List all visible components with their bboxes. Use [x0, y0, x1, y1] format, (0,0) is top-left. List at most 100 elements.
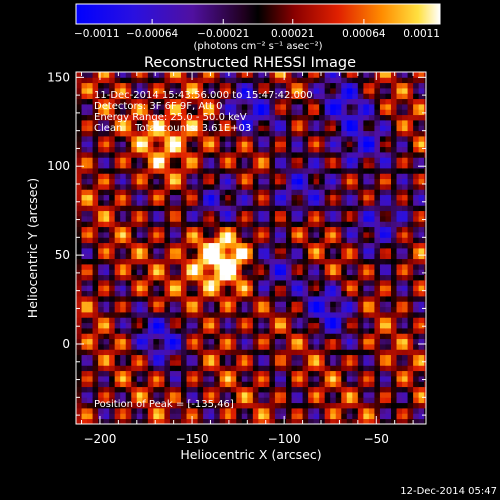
heatmap-cell — [413, 317, 420, 324]
heatmap-cell — [142, 370, 149, 377]
heatmap-cell — [335, 344, 342, 350]
heatmap-cell — [247, 136, 254, 142]
heatmap-cell — [291, 125, 298, 132]
heatmap-cell — [319, 312, 326, 318]
heatmap-cell — [363, 418, 370, 424]
heatmap-cell — [368, 82, 375, 89]
heatmap-cell — [241, 205, 248, 212]
heatmap-cell — [418, 72, 425, 78]
heatmap-cell — [208, 392, 215, 398]
heatmap-cell — [87, 82, 93, 89]
heatmap-cell — [258, 72, 265, 78]
heatmap-cell — [147, 402, 154, 409]
heatmap-cell — [192, 194, 198, 201]
heatmap-cell — [175, 221, 182, 228]
heatmap-cell — [92, 317, 99, 324]
heatmap-cell — [374, 370, 381, 377]
heatmap-cell — [192, 290, 198, 297]
heatmap-cell — [263, 360, 270, 366]
heatmap-cell — [87, 354, 93, 361]
heatmap-cell — [214, 232, 221, 238]
heatmap-cell — [214, 386, 221, 393]
heatmap-cell — [92, 328, 99, 334]
heatmap-cell — [402, 221, 408, 228]
heatmap-cell — [330, 280, 337, 286]
heatmap-cell — [396, 157, 403, 164]
heatmap-cell — [197, 370, 204, 377]
heatmap-cell — [103, 98, 110, 105]
heatmap-cell — [153, 322, 160, 329]
heatmap-cell — [219, 216, 226, 222]
heatmap-cell — [418, 264, 425, 270]
heatmap-cell — [147, 178, 154, 185]
heatmap-cell — [241, 200, 248, 206]
heatmap-cell — [109, 322, 116, 329]
heatmap-cell — [114, 274, 121, 281]
heatmap-cell — [125, 360, 132, 366]
heatmap-cell — [203, 317, 210, 324]
heatmap-cell — [258, 365, 265, 372]
heatmap-cell — [346, 88, 353, 94]
heatmap-cell — [291, 344, 298, 350]
heatmap-cell — [319, 104, 326, 110]
heatmap-cell — [114, 88, 121, 94]
heatmap-cell — [76, 301, 82, 308]
heatmap-cell — [319, 88, 326, 94]
heatmap-cell — [247, 242, 254, 249]
heatmap-cell — [81, 285, 88, 292]
heatmap-cell — [269, 402, 276, 409]
heatmap-cell — [103, 226, 110, 233]
heatmap-cell — [335, 114, 342, 121]
heatmap-cell — [131, 253, 138, 260]
heatmap-cell — [76, 226, 82, 233]
heatmap-cell — [236, 392, 243, 398]
heatmap-cell — [109, 157, 116, 164]
heatmap-cell — [219, 344, 226, 350]
heatmap-cell — [418, 237, 425, 244]
heatmap-cell — [357, 104, 364, 110]
heatmap-cell — [169, 258, 176, 265]
heatmap-cell — [291, 168, 298, 174]
heatmap-cell — [225, 285, 232, 292]
heatmap-cell — [225, 205, 232, 212]
heatmap-cell — [274, 237, 281, 244]
heatmap-cell — [413, 376, 420, 382]
heatmap-cell — [335, 413, 342, 420]
heatmap-cell — [308, 317, 315, 324]
heatmap-cell — [197, 93, 204, 100]
heatmap-cell — [76, 264, 82, 270]
heatmap-cell — [274, 168, 281, 174]
heatmap-cell — [142, 109, 149, 116]
heatmap-cell — [142, 114, 149, 121]
heatmap-cell — [225, 136, 232, 142]
heatmap-cell — [424, 328, 426, 334]
heatmap-cell — [341, 200, 348, 206]
heatmap-cell — [131, 264, 138, 270]
heatmap-cell — [158, 392, 165, 398]
heatmap-cell — [114, 328, 121, 334]
heatmap-cell — [346, 253, 353, 260]
heatmap-cell — [203, 109, 210, 116]
heatmap-cell — [109, 296, 116, 302]
heatmap-cell — [302, 344, 309, 350]
heatmap-cell — [225, 98, 232, 105]
heatmap-cell — [291, 184, 298, 190]
heatmap-cell — [109, 312, 116, 318]
heatmap-cell — [258, 280, 265, 286]
heatmap-cell — [391, 376, 397, 382]
heatmap-cell — [252, 322, 259, 329]
heatmap-cell — [418, 376, 425, 382]
heatmap-cell — [214, 93, 221, 100]
heatmap-cell — [225, 130, 232, 137]
heatmap-cell — [291, 77, 298, 84]
heatmap-cell — [374, 184, 381, 190]
heatmap-cell — [363, 232, 370, 238]
heatmap-cell — [379, 205, 386, 212]
heatmap-cell — [341, 365, 348, 372]
heatmap-cell — [98, 152, 105, 158]
heatmap-cell — [346, 333, 353, 340]
heatmap-cell — [131, 290, 138, 297]
heatmap-cell — [169, 114, 176, 121]
heatmap-cell — [120, 237, 127, 244]
heatmap-cell — [379, 221, 386, 228]
